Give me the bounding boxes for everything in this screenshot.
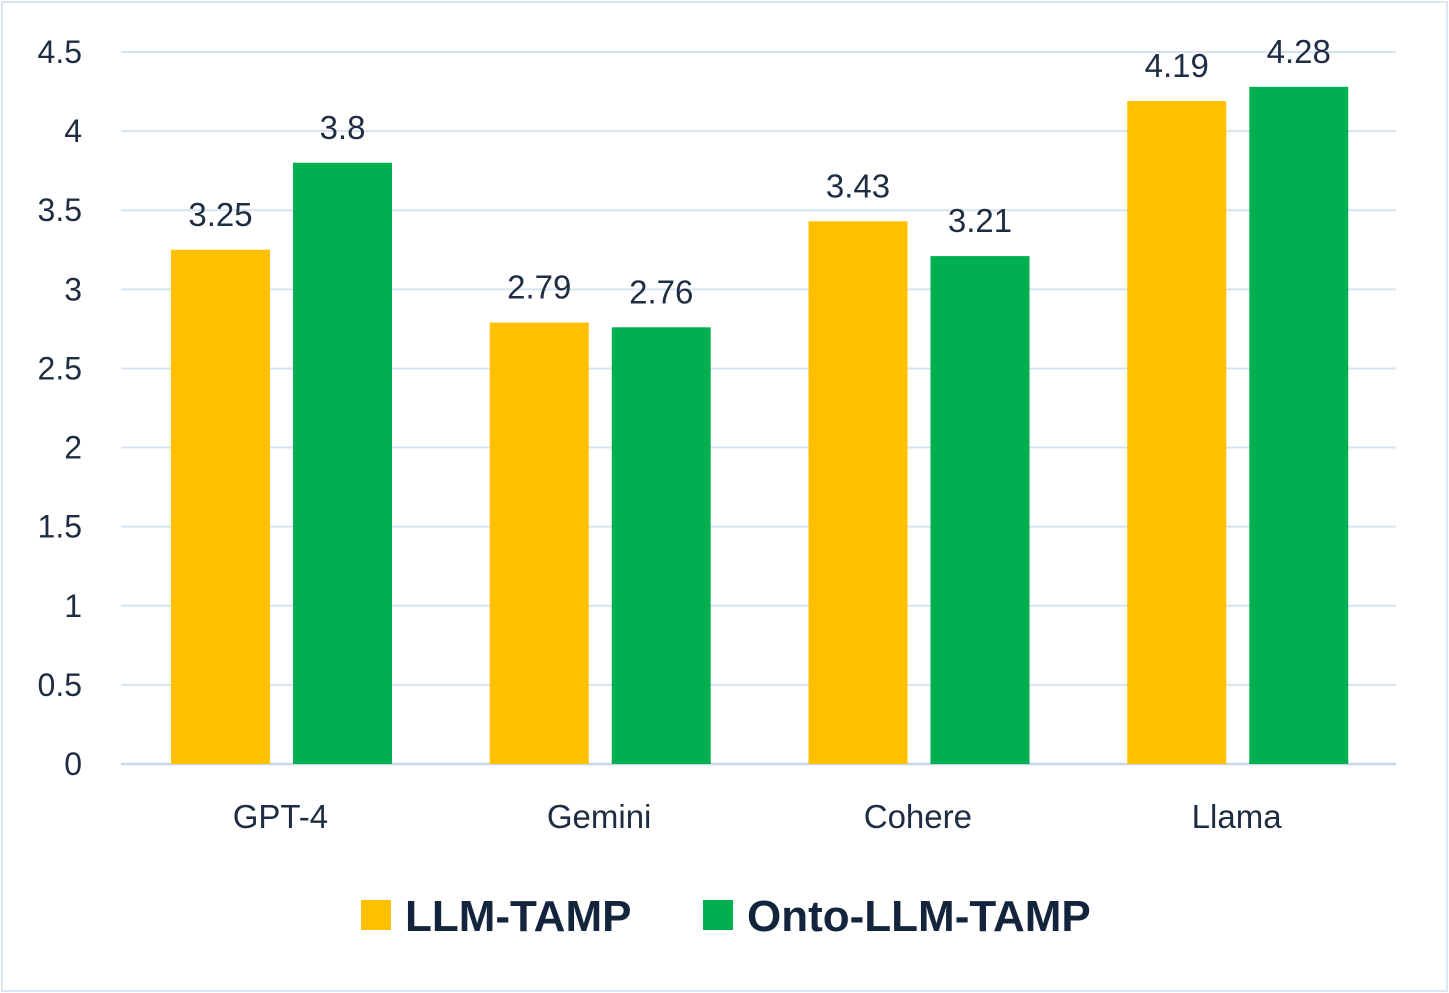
legend-label: LLM-TAMP bbox=[405, 892, 631, 941]
x-category-label: Gemini bbox=[547, 798, 652, 835]
legend: LLM-TAMP Onto-LLM-TAMP bbox=[361, 892, 1091, 941]
y-tick-label: 1.5 bbox=[38, 509, 82, 545]
y-tick-label: 3 bbox=[64, 271, 82, 307]
x-category-label: Cohere bbox=[864, 798, 972, 835]
y-axis-ticks: 0 0.5 1 1.5 2 2.5 3 3.5 4 4.5 bbox=[38, 34, 82, 782]
y-tick-label: 2 bbox=[64, 430, 82, 466]
bar-llm-tamp-gpt-4 bbox=[171, 249, 270, 764]
x-category-label: GPT-4 bbox=[233, 798, 328, 835]
bar-onto-llm-tamp-llama bbox=[1249, 86, 1349, 764]
data-label: 4.19 bbox=[1145, 47, 1209, 84]
data-label: 2.76 bbox=[629, 273, 693, 310]
bar-onto-llm-tamp-cohere bbox=[930, 256, 1030, 764]
y-tick-label: 2.5 bbox=[38, 350, 82, 386]
x-axis-categories: GPT-4 Gemini Cohere Llama bbox=[233, 798, 1283, 835]
data-label: 3.43 bbox=[826, 167, 890, 204]
bar-onto-llm-tamp-gemini bbox=[611, 327, 711, 764]
y-tick-label: 3.5 bbox=[38, 192, 82, 228]
legend-label: Onto-LLM-TAMP bbox=[747, 892, 1091, 941]
y-tick-label: 4 bbox=[64, 113, 82, 149]
data-labels: 3.25 3.8 2.79 2.76 3.43 3.21 4.19 4.28 bbox=[188, 33, 1330, 310]
data-label: 3.21 bbox=[948, 202, 1012, 239]
legend-swatch bbox=[361, 900, 391, 930]
data-label: 3.8 bbox=[320, 109, 366, 146]
data-label: 2.79 bbox=[507, 269, 571, 306]
bar-llm-tamp-gemini bbox=[489, 322, 589, 764]
bar-llm-tamp-llama bbox=[1127, 101, 1227, 764]
bar-onto-llm-tamp-gpt-4 bbox=[293, 162, 392, 764]
data-label: 4.28 bbox=[1267, 33, 1331, 70]
x-category-label: Llama bbox=[1192, 798, 1283, 835]
legend-swatch bbox=[703, 900, 733, 930]
y-tick-label: 4.5 bbox=[38, 34, 82, 70]
y-tick-label: 0 bbox=[64, 746, 82, 782]
bar-llm-tamp-cohere bbox=[808, 221, 908, 764]
y-tick-label: 1 bbox=[64, 588, 82, 624]
data-label: 3.25 bbox=[188, 196, 252, 233]
y-tick-label: 0.5 bbox=[38, 667, 82, 703]
bars bbox=[171, 86, 1349, 764]
